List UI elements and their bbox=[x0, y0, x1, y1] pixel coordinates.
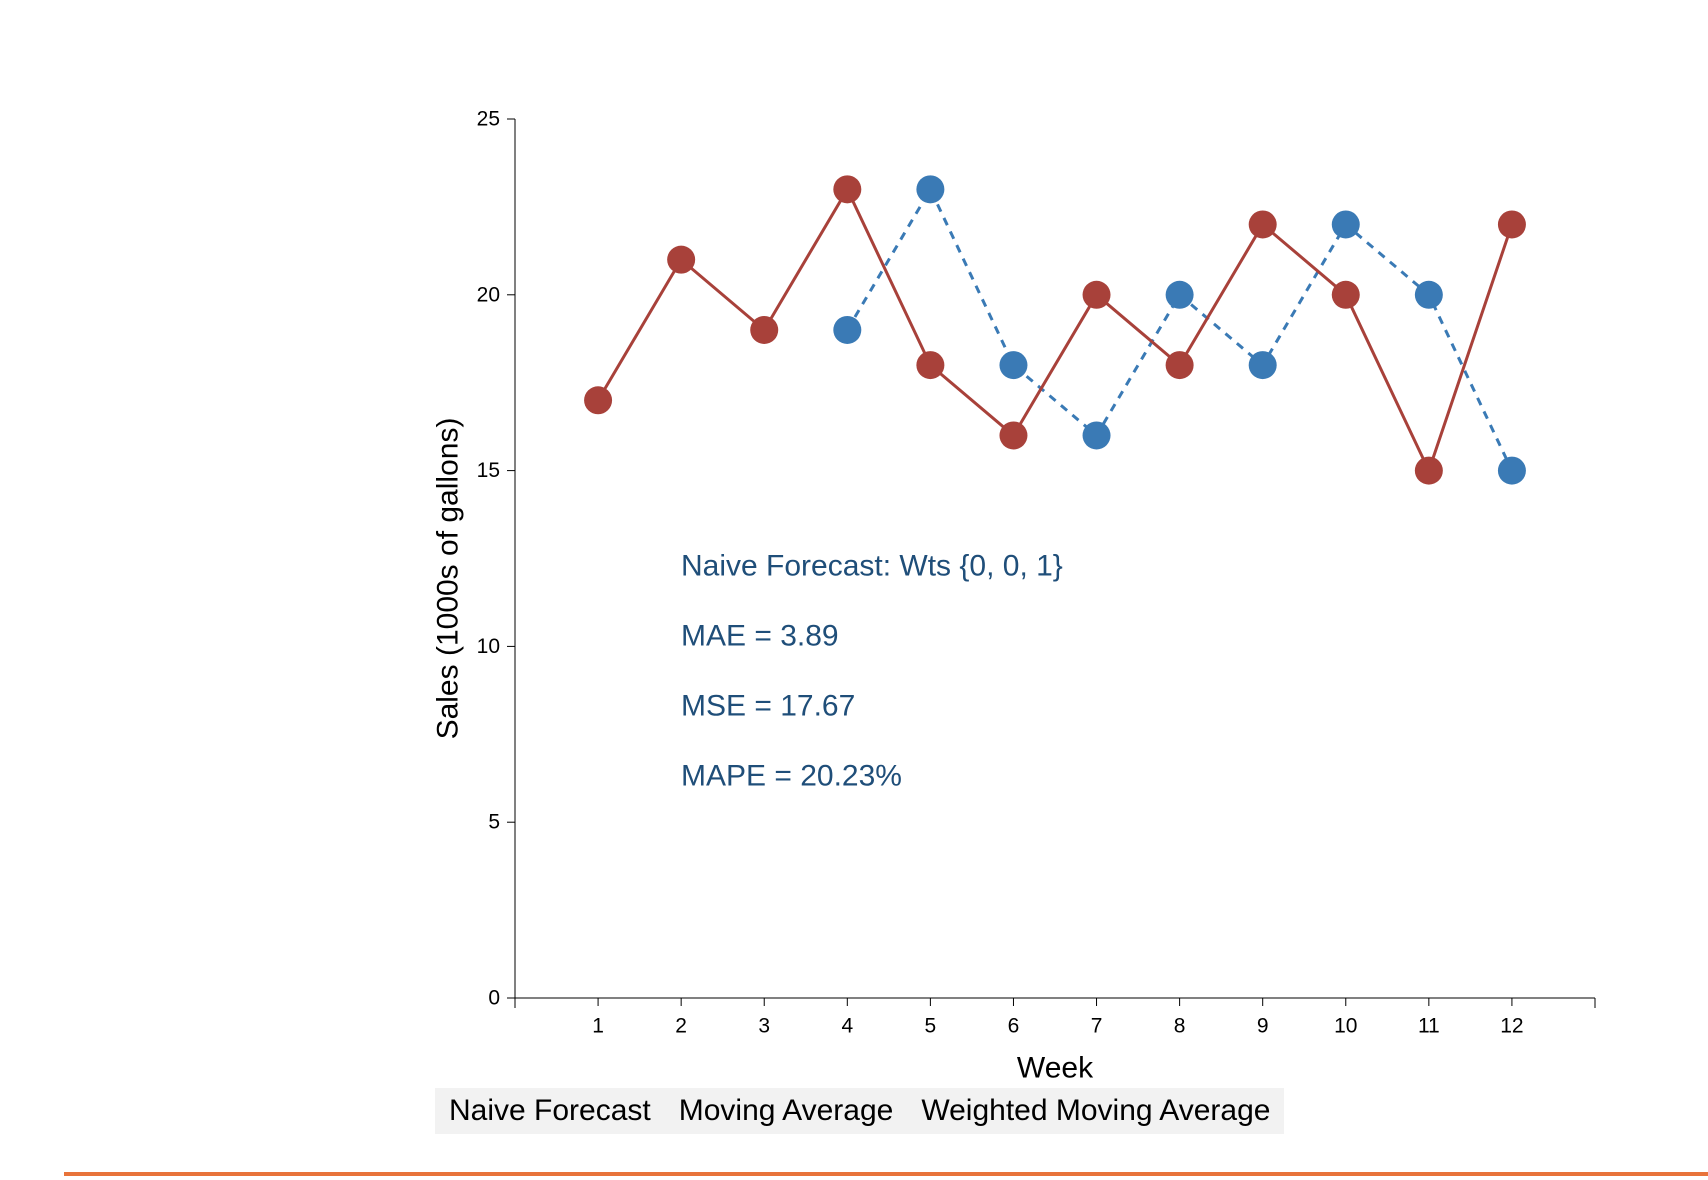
x-tick-label: 10 bbox=[1334, 1015, 1357, 1038]
annotations: Naive Forecast: Wts {0, 0, 1} MAE = 3.89 M… bbox=[681, 550, 1063, 793]
y-tick-label: 15 bbox=[477, 459, 500, 482]
data-point-forecast bbox=[1248, 351, 1277, 380]
data-point-forecast bbox=[1414, 280, 1443, 309]
data-point-actual bbox=[1331, 280, 1360, 309]
data-point-forecast bbox=[1331, 210, 1360, 239]
y-tick-label: 20 bbox=[477, 283, 500, 306]
data-point-forecast bbox=[1497, 456, 1526, 485]
series-forecast bbox=[833, 175, 1526, 485]
data-point-actual bbox=[1497, 210, 1526, 239]
x-axis-title: Week bbox=[1017, 1052, 1094, 1085]
data-point-actual bbox=[750, 315, 779, 344]
data-point-forecast bbox=[833, 315, 862, 344]
series-line-forecast bbox=[846, 186, 1514, 472]
data-point-actual bbox=[1082, 280, 1111, 309]
data-point-actual bbox=[1414, 456, 1443, 485]
y-axis-title: Sales (1000s of gallons) bbox=[432, 418, 465, 740]
x-tick-label: 7 bbox=[1091, 1015, 1103, 1038]
data-point-actual bbox=[584, 386, 613, 415]
x-tick-label: 11 bbox=[1418, 1015, 1440, 1038]
x-tick-label: 4 bbox=[841, 1015, 853, 1038]
y-tick-label: 25 bbox=[477, 108, 500, 131]
moving-average-button[interactable]: Moving Average bbox=[664, 1088, 908, 1134]
section-divider bbox=[64, 1172, 1708, 1176]
y-tick-label: 5 bbox=[488, 811, 500, 834]
stat-annotation: MSE = 17.67 bbox=[681, 690, 855, 723]
data-point-actual bbox=[1165, 351, 1194, 380]
data-point-forecast bbox=[1165, 280, 1194, 309]
data-point-forecast bbox=[1082, 421, 1111, 450]
data-point-actual bbox=[667, 245, 696, 274]
y-tick-label: 0 bbox=[488, 987, 500, 1010]
series bbox=[584, 175, 1526, 485]
series-actual bbox=[584, 175, 1526, 485]
data-point-actual bbox=[833, 175, 862, 204]
naive-forecast-button[interactable]: Naive Forecast bbox=[435, 1088, 665, 1134]
data-point-forecast bbox=[916, 175, 945, 204]
data-point-actual bbox=[1248, 210, 1277, 239]
series-line-actual bbox=[596, 186, 1514, 475]
x-tick-label: 8 bbox=[1174, 1015, 1186, 1038]
x-tick-label: 5 bbox=[925, 1015, 937, 1038]
x-tick-label: 6 bbox=[1008, 1015, 1020, 1038]
data-point-actual bbox=[999, 421, 1028, 450]
x-tick-label: 2 bbox=[675, 1015, 687, 1038]
stat-annotation: MAPE = 20.23% bbox=[681, 760, 902, 793]
stat-annotation: MAE = 3.89 bbox=[681, 620, 839, 653]
stat-annotation: Naive Forecast: Wts {0, 0, 1} bbox=[681, 550, 1063, 583]
x-tick-label: 1 bbox=[592, 1015, 604, 1038]
weighted-moving-average-button[interactable]: Weighted Moving Average bbox=[907, 1088, 1285, 1134]
data-point-actual bbox=[916, 351, 945, 380]
y-tick-label: 10 bbox=[477, 635, 500, 658]
x-tick-label: 9 bbox=[1257, 1015, 1269, 1038]
x-tick-label: 12 bbox=[1500, 1015, 1523, 1038]
data-point-forecast bbox=[999, 351, 1028, 380]
method-button-bar: Naive Forecast Moving Average Weighted M… bbox=[435, 1088, 1285, 1134]
x-tick-label: 3 bbox=[758, 1015, 770, 1038]
